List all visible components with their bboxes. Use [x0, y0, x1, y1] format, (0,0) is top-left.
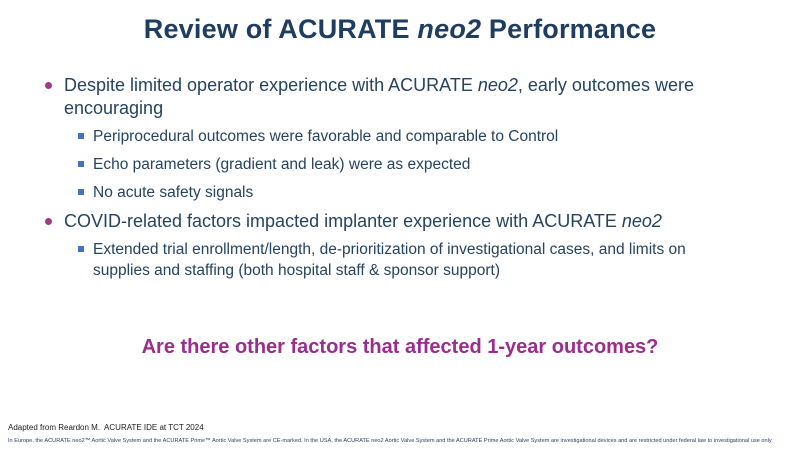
- bullet-list: Despite limited operator experience with…: [0, 74, 800, 288]
- bullet-square-icon: [78, 161, 84, 167]
- bullet-square-icon: [78, 246, 84, 252]
- bullet-text: Extended trial enrollment/length, de-pri…: [93, 241, 686, 279]
- bullet-text: Periprocedural outcomes were favorable a…: [93, 128, 559, 145]
- bullet-item: Despite limited operator experience with…: [0, 74, 800, 120]
- bullet-text: Despite limited operator experience with…: [64, 75, 694, 118]
- footer-attribution: Adapted from Reardon M. ACURATE IDE at T…: [8, 423, 204, 432]
- bullet-square-icon: [78, 133, 84, 139]
- bullet-text: No acute safety signals: [93, 184, 254, 201]
- bullet-item: COVID-related factors impacted implanter…: [0, 210, 800, 233]
- slide-title-suffix: Performance: [481, 14, 657, 44]
- question-callout: Are there other factors that affected 1-…: [141, 336, 659, 358]
- footer-disclaimer: In Europe, the ACURATE neo2™ Aortic Valv…: [8, 438, 773, 444]
- bullet-dot-icon: [45, 82, 52, 89]
- bullet-item: Periprocedural outcomes were favorable a…: [0, 126, 800, 147]
- slide-title-prefix: Review of ACURATE: [143, 14, 418, 44]
- bullet-item: Echo parameters (gradient and leak) were…: [0, 154, 800, 175]
- bullet-item: Extended trial enrollment/length, de-pri…: [0, 239, 800, 281]
- slide-title-product-name: neo2: [417, 14, 482, 44]
- bullet-text: COVID-related factors impacted implanter…: [64, 211, 662, 231]
- bullet-text: Echo parameters (gradient and leak) were…: [93, 156, 471, 173]
- bullet-item: No acute safety signals: [0, 182, 800, 203]
- slide-title: Review of ACURATE neo2 Performance: [0, 14, 800, 45]
- bullet-square-icon: [78, 189, 84, 195]
- bullet-dot-icon: [45, 218, 52, 225]
